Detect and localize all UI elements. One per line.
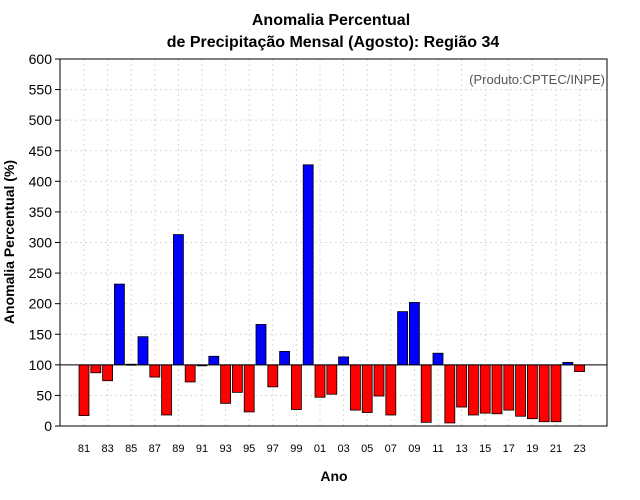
bar (467, 364, 479, 416)
bar (349, 364, 361, 411)
bar (491, 364, 503, 415)
x-tick-label: 23 (573, 443, 585, 455)
bar (114, 283, 125, 366)
x-tick-label: 93 (219, 443, 231, 455)
x-tick-label: 83 (101, 443, 113, 455)
bar (373, 364, 385, 397)
y-axis-label: Anomalia Percentual (%) (1, 160, 17, 324)
bar (161, 364, 173, 416)
bar (184, 364, 196, 383)
bar (432, 352, 444, 366)
bar (550, 364, 562, 423)
bar (397, 311, 409, 366)
y-tick-label: 300 (29, 235, 53, 251)
bar (172, 234, 184, 366)
y-tick-label: 450 (29, 143, 53, 159)
bar (479, 364, 491, 414)
bar (527, 364, 538, 420)
x-tick-label: 97 (267, 443, 279, 455)
y-tick-label: 400 (29, 173, 53, 189)
bar (361, 364, 373, 413)
bar (574, 364, 585, 372)
y-tick-label: 0 (44, 418, 52, 434)
x-tick-label: 85 (125, 443, 137, 455)
x-tick-label: 91 (196, 443, 208, 455)
bar (326, 364, 338, 395)
x-tick-label: 87 (149, 443, 161, 455)
bar (538, 364, 550, 423)
bar (314, 364, 326, 398)
bar (78, 364, 90, 417)
y-tick-label: 100 (29, 357, 53, 373)
x-tick-label: 17 (503, 443, 515, 455)
x-tick-label: 03 (337, 443, 349, 455)
x-tick-label: 11 (432, 443, 443, 455)
x-tick-label: 21 (550, 443, 562, 455)
bar (444, 364, 456, 424)
bar (208, 355, 220, 366)
bar (149, 364, 161, 378)
bar (456, 364, 468, 408)
bar (137, 336, 149, 366)
bar (338, 356, 350, 366)
bar (220, 364, 232, 404)
x-tick-label: 01 (314, 443, 326, 455)
x-tick-label: 81 (78, 443, 90, 455)
bar (420, 364, 432, 423)
bar (408, 302, 420, 366)
bar (255, 324, 267, 366)
x-tick-label: 89 (172, 443, 184, 455)
bar (515, 364, 526, 417)
x-tick-label: 09 (408, 443, 420, 455)
bar (102, 364, 113, 382)
x-axis-label: Ano (320, 468, 347, 484)
y-tick-label: 500 (29, 112, 53, 128)
bar (231, 364, 243, 393)
y-tick-label: 600 (29, 51, 53, 67)
chart-title-line2: de Precipitação Mensal (Agosto): Região … (167, 34, 500, 51)
bar (503, 364, 515, 411)
bar (290, 364, 302, 410)
chart-title-line1: Anomalia Percentual (252, 12, 410, 29)
bar (90, 364, 102, 374)
x-tick-label: 13 (455, 443, 467, 455)
bar (385, 364, 397, 416)
bar (302, 164, 314, 366)
y-tick-label: 50 (36, 387, 52, 403)
x-tick-label: 19 (526, 443, 538, 455)
x-tick-label: 07 (385, 443, 397, 455)
x-tick-label: 99 (290, 443, 302, 455)
y-tick-label: 550 (29, 82, 53, 98)
x-tick-label: 95 (243, 443, 255, 455)
x-tick-label: 05 (361, 443, 373, 455)
y-tick-label: 350 (29, 204, 53, 220)
y-tick-label: 250 (29, 265, 53, 281)
y-tick-label: 150 (29, 326, 53, 342)
credit-label: (Produto:CPTEC/INPE) (469, 72, 605, 87)
y-tick-label: 200 (29, 296, 53, 312)
x-tick-label: 15 (479, 443, 491, 455)
bar (267, 364, 279, 388)
bars (78, 164, 585, 424)
bar (279, 350, 291, 366)
bar (243, 364, 255, 413)
